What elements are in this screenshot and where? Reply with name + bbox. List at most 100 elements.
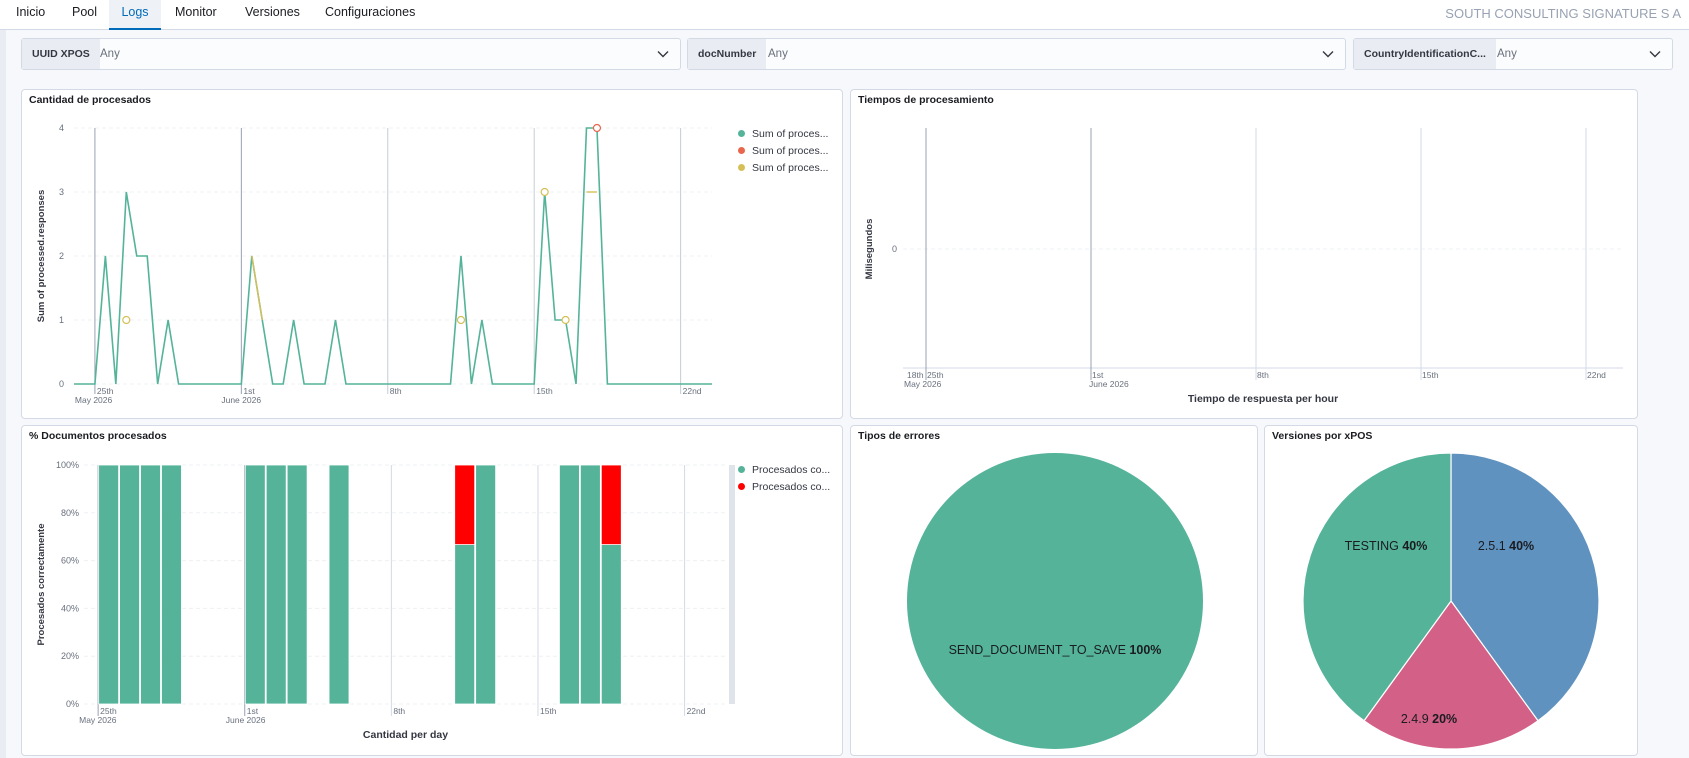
- bar-ok: [328, 464, 350, 705]
- x-tick-sublabel: June 2026: [221, 395, 261, 405]
- y-axis-label: Sum of processed.responses: [36, 190, 47, 323]
- data-point: [592, 123, 602, 133]
- chevron-down-icon[interactable]: [1321, 47, 1335, 61]
- x-tick-sublabel: May 2026: [904, 379, 942, 389]
- y-tick-label: 4: [59, 123, 64, 133]
- legend-label: Procesados co...: [752, 481, 831, 493]
- tab-pool[interactable]: Pool: [72, 5, 98, 19]
- filter-label: CountryIdentificationC...: [1354, 39, 1496, 69]
- x-tick-label: 25th: [100, 706, 117, 716]
- x-tick-label: 25th: [97, 386, 114, 396]
- y-tick-label: 0%: [66, 699, 79, 709]
- bar-ok: [579, 464, 601, 705]
- pie-slice: [1302, 452, 1452, 722]
- panel-processing-times: Tiempos de procesamiento 0 18th May 2026 25…: [850, 89, 1638, 419]
- x-tick-label: 22nd: [683, 386, 702, 396]
- x-tick-label: 1st: [247, 706, 259, 716]
- panel-title: Versiones por xPOS: [1272, 430, 1373, 442]
- x-tick-sublabel: May 2026: [75, 395, 113, 405]
- x-tick-sublabel: June 2026: [226, 715, 266, 725]
- filter-value[interactable]: Any: [1497, 48, 1517, 60]
- top-navigation: Inicio Pool Logs Monitor Versiones Confi…: [0, 0, 1689, 30]
- bar-ok: [161, 464, 182, 705]
- x-tick-label: 1st: [1092, 370, 1104, 380]
- slice-percent: 40%: [1509, 539, 1534, 553]
- slice-name: SEND_DOCUMENT_TO_SAVE: [949, 643, 1130, 657]
- panel-title: Cantidad de procesados: [29, 94, 151, 106]
- x-tick-label: 15th: [1422, 370, 1439, 380]
- filter-value[interactable]: Any: [768, 48, 788, 60]
- legend-label: Sum of proces...: [752, 162, 829, 174]
- slice-percent: 100%: [1129, 643, 1161, 657]
- filter-label: UUID XPOS: [22, 39, 100, 69]
- panel-title: Tipos de errores: [858, 430, 941, 442]
- x-tick-sublabel: June 2026: [1089, 379, 1129, 389]
- chart-legend: Procesados co... Procesados co...: [738, 462, 830, 496]
- tab-versiones[interactable]: Versiones: [245, 5, 300, 19]
- legend-item[interactable]: Sum of proces...: [738, 160, 828, 177]
- y-tick-label: 80%: [61, 508, 79, 518]
- y-tick-label: 3: [59, 187, 64, 197]
- y-axis-label: Milisegundos: [864, 219, 875, 280]
- filter-country-identification[interactable]: CountryIdentificationC... Any: [1353, 38, 1673, 70]
- data-point: [561, 315, 570, 325]
- chevron-down-icon[interactable]: [656, 47, 670, 61]
- y-tick-label: 40%: [61, 603, 79, 613]
- legend-item[interactable]: Procesados co...: [738, 462, 830, 479]
- scroll-indicator: [729, 465, 735, 704]
- versions-pie-chart[interactable]: 2.5.1 40% 2.4.9 20% TESTING 40%: [1265, 426, 1638, 756]
- legend-label: Sum of proces...: [752, 145, 829, 157]
- x-tick-label: 1st: [243, 386, 255, 396]
- y-tick-label: 2: [59, 251, 64, 261]
- x-axis-label: Tiempo de respuesta per hour: [1188, 393, 1338, 405]
- tab-logs[interactable]: Logs: [109, 0, 161, 30]
- x-tick-label: 8th: [390, 386, 402, 396]
- y-tick-label: 0: [59, 379, 64, 389]
- filter-label: docNumber: [688, 39, 767, 69]
- x-tick-label: 8th: [1257, 370, 1269, 380]
- slice-percent: 40%: [1402, 539, 1427, 553]
- x-tick-label: 15th: [536, 386, 553, 396]
- panel-title: Tiempos de procesamiento: [858, 94, 994, 106]
- legend-dot: [738, 146, 745, 154]
- x-tick-label: 18th: [907, 370, 924, 380]
- filter-value[interactable]: Any: [100, 48, 120, 60]
- bar-ok: [244, 464, 266, 705]
- slice-label: SEND_DOCUMENT_TO_SAVE 100%: [949, 643, 1162, 657]
- legend-item[interactable]: Procesados co...: [738, 479, 830, 496]
- chart-legend: Sum of proces... Sum of proces... Sum of…: [738, 126, 828, 177]
- pie-slice: [1363, 599, 1539, 750]
- x-tick-label: 22nd: [687, 706, 706, 716]
- y-tick-label: 60%: [61, 556, 79, 566]
- data-point: [122, 315, 131, 325]
- x-axis-label: Cantidad per day: [363, 729, 448, 741]
- errors-pie-chart[interactable]: SEND_DOCUMENT_TO_SAVE 100%: [851, 426, 1258, 756]
- tab-monitor[interactable]: Monitor: [175, 5, 217, 19]
- pie-slice: [907, 453, 1203, 749]
- series-segment: [251, 255, 263, 321]
- legend-item[interactable]: Sum of proces...: [738, 143, 828, 160]
- slice-label: 2.4.9 20%: [1401, 712, 1457, 726]
- chevron-down-icon[interactable]: [1648, 47, 1662, 61]
- tab-inicio[interactable]: Inicio: [16, 5, 46, 19]
- bar-ok: [454, 544, 476, 705]
- slice-percent: 20%: [1432, 712, 1457, 726]
- y-tick-label: 100%: [56, 460, 79, 470]
- y-tick-label: 0: [892, 244, 897, 254]
- x-tick-label: 8th: [393, 706, 405, 716]
- filter-uuid-xpos[interactable]: UUID XPOS Any: [21, 38, 681, 70]
- bar-ok: [140, 464, 161, 705]
- company-name: SOUTH CONSULTING SIGNATURE S A: [1445, 6, 1681, 21]
- panel-documents-processed: % Documentos procesados 0% 20% 40% 60% 80% 10…: [21, 425, 843, 756]
- x-tick-label: 25th: [927, 370, 944, 380]
- tab-configuraciones[interactable]: Configuraciones: [325, 5, 416, 19]
- x-tick-label: 15th: [540, 706, 557, 716]
- legend-label: Sum of proces...: [752, 128, 829, 140]
- filter-docnumber[interactable]: docNumber Any: [687, 38, 1346, 70]
- legend-dot: [738, 163, 745, 171]
- panel-processed-count: Cantidad de procesados 0 1 2 3 4 25th May 2026…: [21, 89, 843, 419]
- legend-item[interactable]: Sum of proces...: [738, 126, 828, 143]
